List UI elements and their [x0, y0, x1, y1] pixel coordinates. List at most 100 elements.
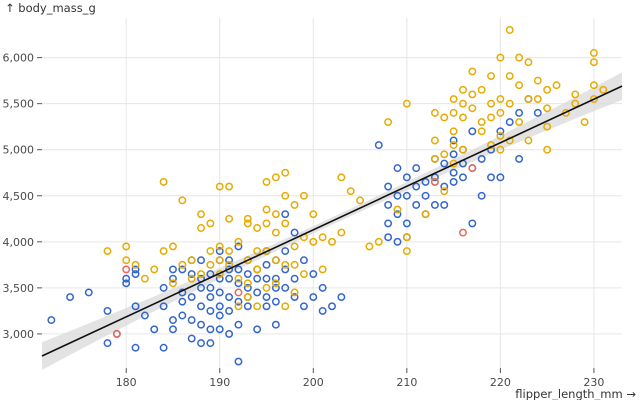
data-point [402, 173, 411, 182]
data-point [346, 187, 355, 196]
data-point [262, 247, 271, 255]
data-point [206, 219, 215, 228]
data-point [281, 283, 290, 292]
data-point [159, 302, 168, 311]
data-point [505, 26, 514, 34]
data-point [440, 201, 449, 209]
data-point [299, 191, 308, 200]
data-point [234, 357, 243, 366]
data-point [234, 265, 243, 274]
data-point [215, 288, 224, 297]
data-point [215, 274, 224, 283]
data-point [150, 325, 159, 334]
data-point [365, 242, 374, 251]
data-point [440, 113, 449, 122]
x-tick-label: 220 [490, 376, 511, 389]
data-point [234, 320, 243, 329]
data-point [477, 191, 486, 200]
data-point [281, 247, 290, 255]
data-point [356, 196, 365, 205]
data-point [290, 288, 299, 297]
data-point [225, 182, 234, 191]
data-point [515, 81, 524, 90]
data-point [253, 288, 262, 297]
data-point [430, 173, 439, 182]
data-point [215, 182, 224, 191]
data-point [234, 274, 243, 283]
data-point [225, 274, 234, 283]
data-point [234, 288, 243, 297]
data-point [543, 104, 552, 113]
data-point [197, 283, 205, 292]
data-point [430, 136, 439, 145]
data-point [309, 210, 318, 219]
data-point [234, 302, 243, 311]
data-point [206, 247, 215, 255]
data-point [290, 201, 299, 209]
data-point [271, 283, 280, 292]
data-point [477, 154, 486, 163]
x-tick-label: 210 [396, 376, 417, 389]
data-point [459, 113, 467, 122]
data-point [225, 256, 234, 265]
data-point [571, 90, 580, 99]
data-point [197, 270, 205, 279]
data-point [384, 182, 393, 191]
data-point [169, 274, 177, 283]
data-point [374, 237, 383, 246]
data-point [337, 228, 346, 237]
data-point [299, 256, 308, 265]
data-point [477, 127, 486, 136]
data-point [197, 339, 205, 348]
data-point [524, 95, 533, 104]
data-point [487, 113, 495, 122]
data-point [159, 177, 168, 186]
y-tick-label: 3,500 [3, 282, 35, 295]
data-point [393, 237, 402, 246]
data-point [412, 164, 421, 173]
data-point [169, 265, 177, 274]
grid [42, 18, 622, 368]
data-point [533, 108, 542, 117]
data-point [215, 242, 224, 251]
data-point [187, 334, 196, 343]
data-point [169, 316, 177, 325]
data-point [402, 99, 411, 108]
y-axis-title: ↑ body_mass_g [5, 1, 96, 15]
data-point [515, 154, 524, 163]
data-point [459, 145, 467, 154]
data-point [122, 256, 131, 265]
data-point [253, 265, 262, 274]
data-point [328, 237, 336, 246]
data-point [122, 274, 131, 283]
data-point [178, 260, 187, 269]
data-point [197, 224, 205, 232]
data-point [253, 325, 262, 334]
data-point [131, 302, 140, 311]
data-point [412, 182, 421, 191]
data-point [197, 256, 205, 265]
data-point [197, 320, 205, 329]
data-point [496, 108, 505, 117]
data-point [449, 150, 458, 159]
data-point [374, 141, 383, 150]
data-point [243, 256, 252, 265]
data-point [187, 274, 196, 283]
y-tick-label: 4,000 [3, 236, 35, 249]
data-point [505, 72, 514, 80]
data-point [384, 201, 393, 209]
data-point [543, 122, 552, 131]
data-point [47, 316, 56, 325]
data-point [580, 118, 589, 127]
data-point [459, 99, 467, 108]
data-point [496, 127, 505, 136]
x-tick-label: 200 [303, 376, 324, 389]
data-point [281, 260, 290, 269]
data-point [262, 260, 271, 269]
data-point [243, 279, 252, 288]
data-point [271, 320, 280, 329]
data-point [468, 67, 477, 76]
data-point [262, 205, 271, 214]
x-axis: 180 190 200 210 220 230 [116, 368, 604, 389]
data-point [187, 256, 196, 265]
